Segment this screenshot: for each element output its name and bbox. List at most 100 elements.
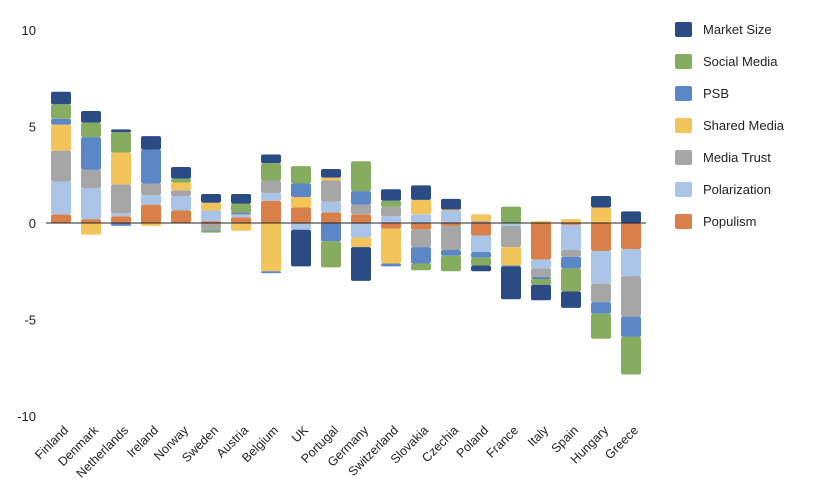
bar-segment-norway-media-trust: [171, 190, 191, 196]
bar-segment-netherlands-market-size: [111, 129, 131, 133]
bar-segment-netherlands-shared-media: [111, 152, 131, 185]
bar-segment-norway-populism: [171, 210, 191, 223]
bar-segment-portugal-market-size: [321, 168, 341, 178]
bar-segment-czechia-shared-media: [441, 209, 461, 211]
bar-segment-czechia-psb: [441, 250, 461, 256]
bar-segment-poland-polarization: [471, 235, 491, 252]
bar-segment-hungary-shared-media: [591, 207, 611, 223]
y-tick-label: 5: [29, 120, 36, 135]
bar-segment-poland-populism: [471, 223, 491, 236]
bar-segment-france-media-trust: [501, 225, 521, 248]
bar-segment-ireland-populism: [141, 204, 161, 223]
bar-segment-netherlands-polarization: [111, 213, 131, 217]
bar-segment-spain-social-media: [561, 268, 581, 292]
x-tick-label-greece: Greece: [602, 423, 641, 462]
bar-segment-poland-shared-media: [471, 214, 491, 222]
bar-segment-sweden-media-trust: [201, 223, 221, 230]
bar-segment-switzerland-market-size: [381, 189, 401, 201]
bar-segment-finland-psb: [51, 118, 71, 125]
y-tick-label: 10: [22, 23, 36, 38]
bar-segment-uk-social-media: [291, 166, 311, 184]
bar-segment-greece-polarization: [621, 249, 641, 277]
bar-segment-hungary-polarization: [591, 250, 611, 284]
legend-swatch-media-trust: [675, 150, 692, 165]
bar-segment-ireland-psb: [141, 149, 161, 184]
x-tick-label-uk: UK: [289, 423, 312, 446]
bar-segment-uk-market-size: [291, 229, 311, 267]
bar-segment-uk-polarization: [291, 223, 311, 230]
bar-segment-switzerland-polarization: [381, 216, 401, 223]
bar-segment-denmark-shared-media: [81, 223, 101, 235]
bar-segment-italy-polarization: [531, 259, 551, 269]
legend-label-psb: PSB: [703, 86, 729, 101]
legend-swatch-polarization: [675, 182, 692, 197]
bar-segment-germany-psb: [351, 191, 371, 205]
bar-segment-hungary-media-trust: [591, 283, 611, 303]
bar-segment-portugal-social-media: [321, 241, 341, 268]
bar-segment-belgium-market-size: [261, 154, 281, 164]
bar-segment-portugal-shared-media: [321, 177, 341, 181]
legend-label-polarization: Polarization: [703, 182, 771, 197]
y-tick-label: -5: [24, 313, 36, 328]
bar-segment-finland-market-size: [51, 91, 71, 105]
bar-segment-italy-market-size: [531, 284, 551, 301]
bar-segment-switzerland-media-trust: [381, 206, 401, 217]
bar-segment-slovakia-psb: [411, 247, 431, 264]
bar-segment-austria-media-trust: [231, 214, 251, 216]
bar-segment-finland-shared-media: [51, 124, 71, 151]
bar-segment-germany-market-size: [351, 247, 371, 281]
bar-segment-portugal-psb: [321, 223, 341, 242]
bar-segment-greece-social-media: [621, 336, 641, 375]
bar-segment-norway-shared-media: [171, 182, 191, 191]
bar-segment-germany-polarization: [351, 223, 371, 238]
x-axis-category-labels: FinlandDenmarkNetherlandsIrelandNorwaySw…: [32, 423, 641, 481]
bar-segment-hungary-market-size: [591, 195, 611, 208]
bar-segment-sweden-psb: [201, 229, 221, 231]
bar-segment-finland-social-media: [51, 104, 71, 119]
bar-segment-czechia-polarization: [441, 210, 461, 223]
y-tick-label: -10: [17, 409, 36, 424]
bar-segments: [51, 91, 641, 375]
bar-segment-hungary-social-media: [591, 313, 611, 339]
bar-segment-austria-shared-media: [231, 223, 251, 231]
legend-label-market-size: Market Size: [703, 22, 772, 37]
y-tick-label: 0: [29, 216, 36, 231]
bar-segment-ireland-media-trust: [141, 183, 161, 196]
bar-segment-france-shared-media: [501, 247, 521, 266]
bar-segment-netherlands-populism: [111, 216, 131, 223]
bar-segment-ireland-shared-media: [141, 223, 161, 226]
bar-segment-spain-psb: [561, 256, 581, 269]
bar-segment-czechia-media-trust: [441, 225, 461, 251]
legend-swatch-social-media: [675, 54, 692, 69]
bar-segment-finland-media-trust: [51, 150, 71, 182]
bar-segment-spain-polarization: [561, 224, 581, 251]
bar-segment-austria-psb: [231, 212, 251, 215]
bar-segment-france-polarization: [501, 223, 521, 226]
bar-segment-belgium-populism: [261, 200, 281, 223]
bar-segment-finland-polarization: [51, 181, 71, 215]
legend-label-populism: Populism: [703, 214, 756, 229]
bar-segment-belgium-psb: [261, 271, 281, 274]
bar-segment-spain-media-trust: [561, 250, 581, 257]
bar-segment-portugal-populism: [321, 212, 341, 223]
bar-segment-germany-social-media: [351, 161, 371, 192]
legend-label-shared-media: Shared Media: [703, 118, 785, 133]
bar-segment-germany-media-trust: [351, 204, 371, 215]
bar-segment-france-psb: [501, 265, 521, 267]
bar-segment-belgium-polarization: [261, 193, 281, 201]
legend: Market Size Social Media PSB Shared Media Me…: [675, 22, 785, 229]
bar-segment-portugal-media-trust: [321, 180, 341, 202]
bar-segment-greece-media-trust: [621, 276, 641, 317]
bar-segment-france-social-media: [501, 206, 521, 223]
x-tick-label-italy: Italy: [525, 423, 552, 450]
bar-segment-norway-market-size: [171, 167, 191, 179]
bar-segment-greece-populism: [621, 223, 641, 250]
bar-segment-sweden-polarization: [201, 210, 221, 222]
bar-segment-slovakia-populism: [411, 223, 431, 230]
bar-segment-austria-polarization: [231, 215, 251, 218]
bar-segment-denmark-polarization: [81, 188, 101, 220]
bar-segment-spain-market-size: [561, 291, 581, 308]
bar-segment-denmark-social-media: [81, 122, 101, 138]
bar-segment-slovakia-social-media: [411, 263, 431, 271]
bar-segment-hungary-psb: [591, 302, 611, 314]
